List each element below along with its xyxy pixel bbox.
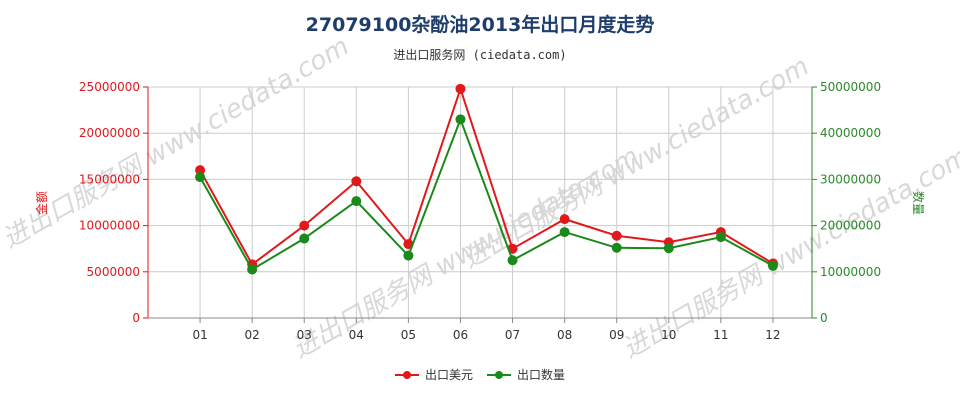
- legend-swatch-marker: [495, 371, 503, 379]
- series-layer: [195, 83, 778, 275]
- y-left-tick-label: 5000000: [87, 265, 140, 279]
- series-point-quantity: [507, 255, 518, 266]
- x-tick-label: 04: [349, 328, 364, 342]
- legend-label: 出口数量: [517, 367, 565, 382]
- x-tick-label: 09: [609, 328, 624, 342]
- series-point-value: [351, 176, 362, 187]
- y-left-tick-label: 15000000: [79, 172, 140, 186]
- series-point-quantity: [247, 264, 258, 275]
- x-tick-label: 08: [557, 328, 572, 342]
- x-tick-label: 03: [297, 328, 312, 342]
- y-right-tick-label: 10000000: [820, 265, 881, 279]
- x-tick-label: 05: [401, 328, 416, 342]
- series-point-quantity: [403, 250, 414, 261]
- axes: 0 5000000 10000000 15000000 20000000 25000000…: [34, 80, 926, 342]
- x-tick-label: 02: [245, 328, 260, 342]
- y-left-tick-label: 20000000: [79, 126, 140, 140]
- x-tick-label: 11: [713, 328, 728, 342]
- x-tick-label: 12: [765, 328, 780, 342]
- x-tick-label: 10: [661, 328, 676, 342]
- x-tick-label: 06: [453, 328, 468, 342]
- y-axis-right-label: 数量: [911, 191, 926, 215]
- chart-subtitle: 进出口服务网 (ciedata.com): [393, 48, 567, 62]
- y-right-tick-label: 20000000: [820, 219, 881, 233]
- y-left-tick-label: 0: [132, 311, 140, 325]
- y-right-tick-label: 30000000: [820, 172, 881, 186]
- series-point-quantity: [767, 260, 778, 271]
- y-axis-left-label: 金额: [34, 191, 49, 215]
- x-tick-label: 01: [192, 328, 207, 342]
- y-left-tick-label: 10000000: [79, 219, 140, 233]
- y-left-tick-label: 25000000: [79, 80, 140, 94]
- series-point-value: [195, 165, 206, 176]
- series-point-value: [559, 214, 570, 225]
- series-point-quantity: [299, 233, 310, 244]
- series-point-value: [611, 230, 622, 241]
- series-line-quantity: [199, 116, 774, 271]
- x-tick-label: 07: [505, 328, 520, 342]
- y-right-tick-label: 0: [820, 311, 828, 325]
- y-right-tick-label: 50000000: [820, 80, 881, 94]
- series-point-quantity: [455, 114, 466, 125]
- series-point-quantity: [351, 196, 362, 207]
- chart-title: 27079100杂酚油2013年出口月度走势: [305, 14, 655, 36]
- y-right-tick-label: 40000000: [820, 126, 881, 140]
- series-line-value: [199, 85, 774, 266]
- watermark-text: 进出口服务网 www.ciedata.com: [0, 31, 354, 254]
- series-point-value: [455, 83, 466, 94]
- series-point-quantity: [559, 227, 570, 238]
- series-point-quantity: [715, 232, 726, 243]
- series-point-quantity: [611, 242, 622, 253]
- legend: 出口美元 出口数量: [395, 367, 565, 382]
- series-point-value: [299, 220, 310, 231]
- legend-swatch-marker: [403, 371, 411, 379]
- series-point-quantity: [663, 243, 674, 254]
- legend-label: 出口美元: [425, 368, 473, 382]
- series-point-quantity: [195, 172, 206, 183]
